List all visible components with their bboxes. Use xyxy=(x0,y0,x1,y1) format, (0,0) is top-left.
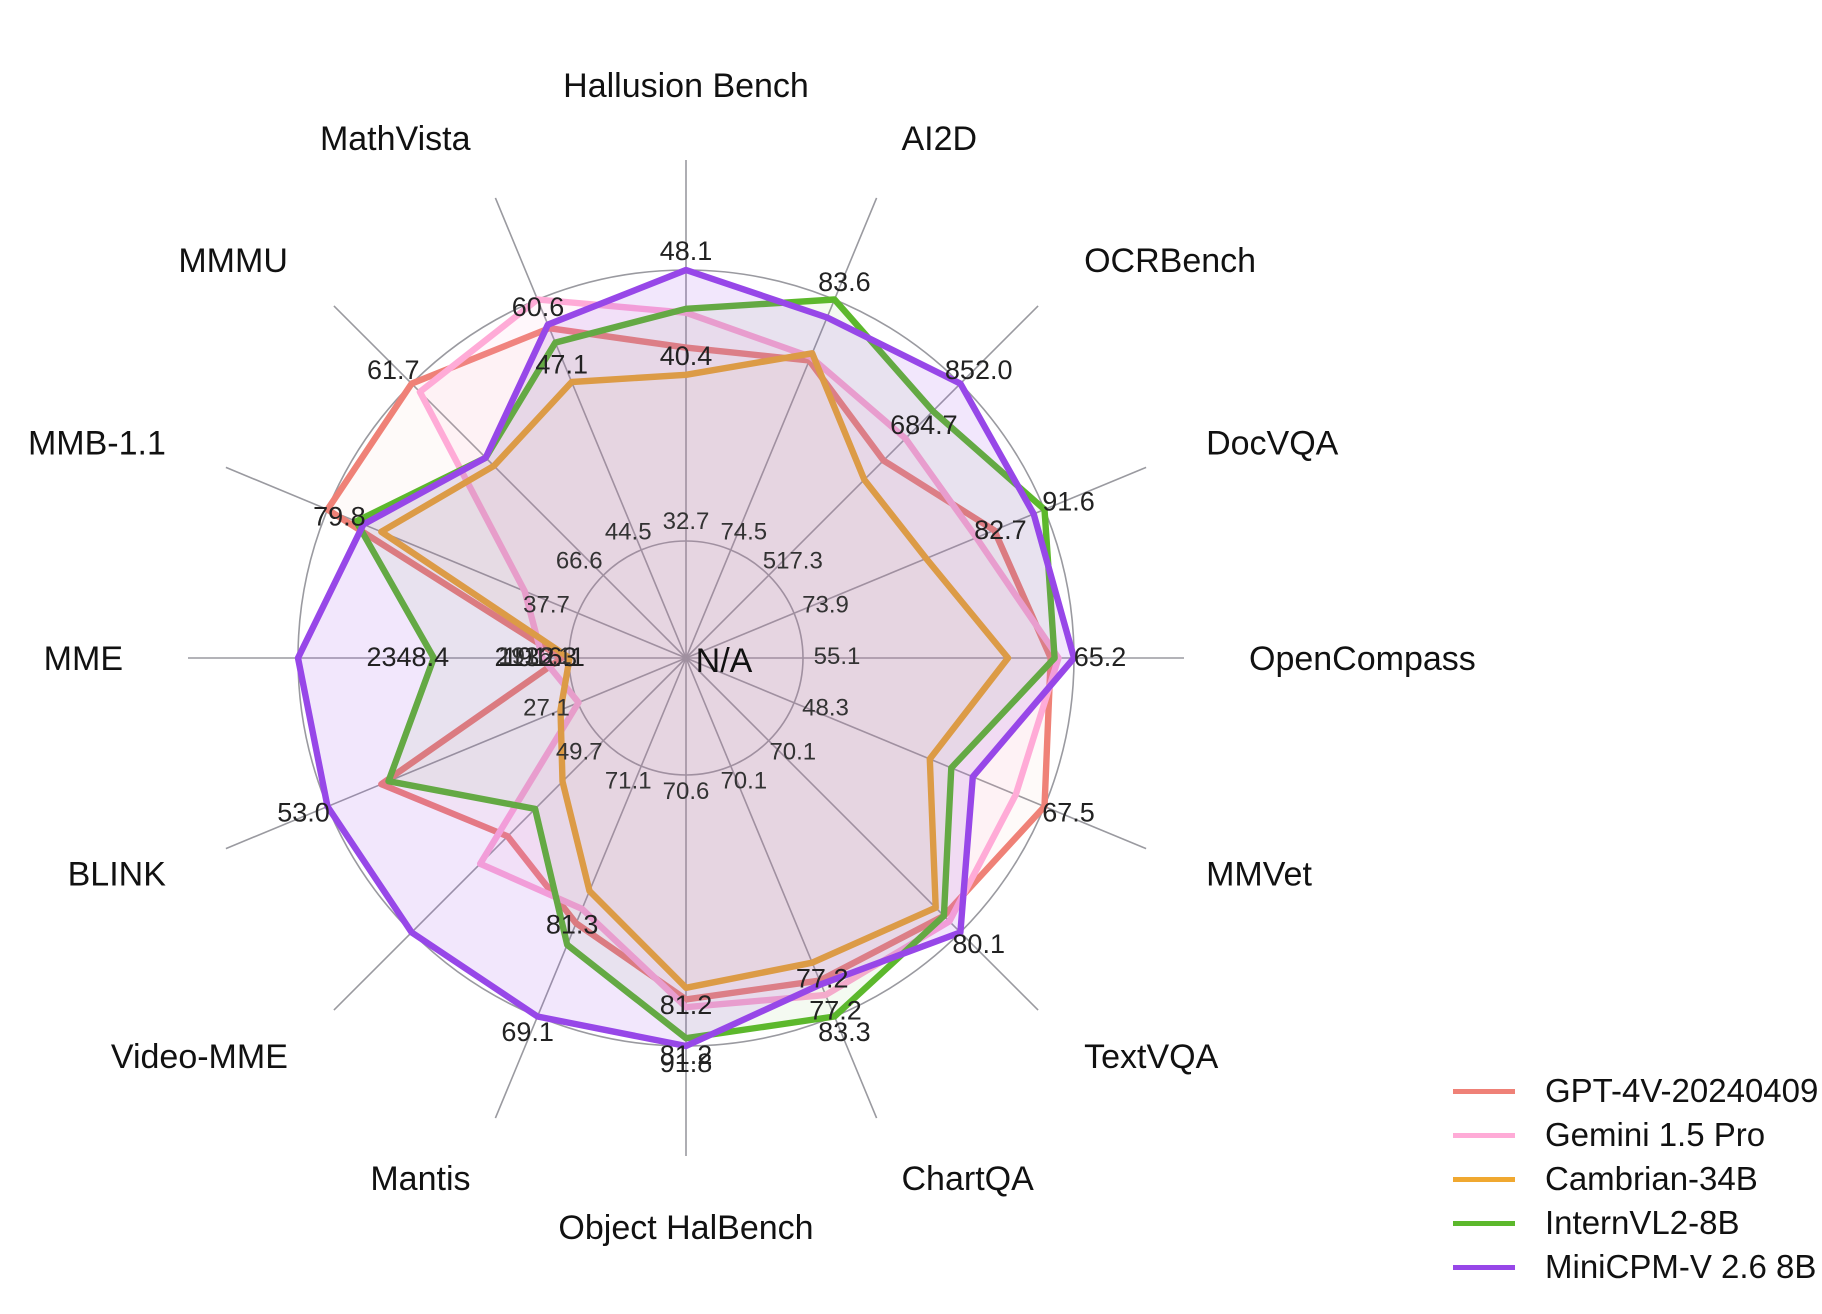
svg-text:53.0: 53.0 xyxy=(277,797,330,827)
svg-text:47.1: 47.1 xyxy=(535,349,588,379)
svg-text:1916.1: 1916.1 xyxy=(498,643,571,670)
svg-text:517.3: 517.3 xyxy=(763,548,823,575)
svg-text:MMB-1.1: MMB-1.1 xyxy=(28,425,166,463)
svg-text:69.1: 69.1 xyxy=(501,1017,554,1047)
svg-text:2348.4: 2348.4 xyxy=(367,642,450,672)
svg-text:77.2: 77.2 xyxy=(796,963,849,993)
svg-text:91.6: 91.6 xyxy=(1042,487,1095,517)
svg-text:TextVQA: TextVQA xyxy=(1084,1038,1218,1076)
svg-text:Video-MME: Video-MME xyxy=(111,1038,288,1076)
svg-text:MMMU: MMMU xyxy=(178,242,288,280)
svg-text:49.7: 49.7 xyxy=(556,739,603,766)
svg-text:684.7: 684.7 xyxy=(890,410,958,440)
svg-text:70.1: 70.1 xyxy=(769,739,816,766)
svg-text:79.8: 79.8 xyxy=(313,502,366,532)
svg-text:BLINK: BLINK xyxy=(68,856,167,894)
svg-text:70.1: 70.1 xyxy=(720,768,767,795)
svg-text:MMVet: MMVet xyxy=(1206,856,1312,894)
svg-text:67.5: 67.5 xyxy=(1042,797,1095,827)
svg-text:83.6: 83.6 xyxy=(818,267,871,297)
svg-text:82.7: 82.7 xyxy=(974,515,1027,545)
svg-text:27.1: 27.1 xyxy=(523,695,570,722)
svg-text:AI2D: AI2D xyxy=(902,120,978,158)
svg-text:Hallusion Bench: Hallusion Bench xyxy=(563,67,809,105)
svg-text:852.0: 852.0 xyxy=(945,355,1013,385)
svg-text:48.3: 48.3 xyxy=(802,695,849,722)
svg-text:91.8: 91.8 xyxy=(660,1048,713,1078)
svg-text:74.5: 74.5 xyxy=(720,518,767,545)
svg-text:81.2: 81.2 xyxy=(660,990,713,1020)
svg-text:N/A: N/A xyxy=(696,642,753,680)
svg-text:73.9: 73.9 xyxy=(802,591,849,618)
svg-text:65.2: 65.2 xyxy=(1074,642,1127,672)
svg-text:Object HalBench: Object HalBench xyxy=(558,1209,813,1247)
svg-text:55.1: 55.1 xyxy=(814,643,861,670)
svg-text:37.7: 37.7 xyxy=(523,591,570,618)
svg-text:Mantis: Mantis xyxy=(370,1160,470,1198)
svg-text:48.1: 48.1 xyxy=(660,236,713,266)
svg-text:70.6: 70.6 xyxy=(663,778,710,805)
svg-text:DocVQA: DocVQA xyxy=(1206,425,1339,463)
svg-text:61.7: 61.7 xyxy=(367,355,420,385)
svg-text:81.3: 81.3 xyxy=(546,910,599,940)
svg-text:ChartQA: ChartQA xyxy=(902,1160,1035,1198)
svg-text:83.3: 83.3 xyxy=(818,1017,871,1047)
svg-text:71.1: 71.1 xyxy=(605,768,652,795)
svg-text:OCRBench: OCRBench xyxy=(1084,242,1256,280)
svg-text:OpenCompass: OpenCompass xyxy=(1249,640,1476,678)
svg-text:80.1: 80.1 xyxy=(952,929,1005,959)
svg-text:MME: MME xyxy=(44,640,123,678)
svg-text:66.6: 66.6 xyxy=(556,548,603,575)
svg-text:32.7: 32.7 xyxy=(663,508,710,535)
svg-text:44.5: 44.5 xyxy=(605,518,652,545)
svg-text:60.6: 60.6 xyxy=(512,292,565,322)
svg-text:40.4: 40.4 xyxy=(660,341,713,371)
svg-text:MathVista: MathVista xyxy=(320,120,471,158)
